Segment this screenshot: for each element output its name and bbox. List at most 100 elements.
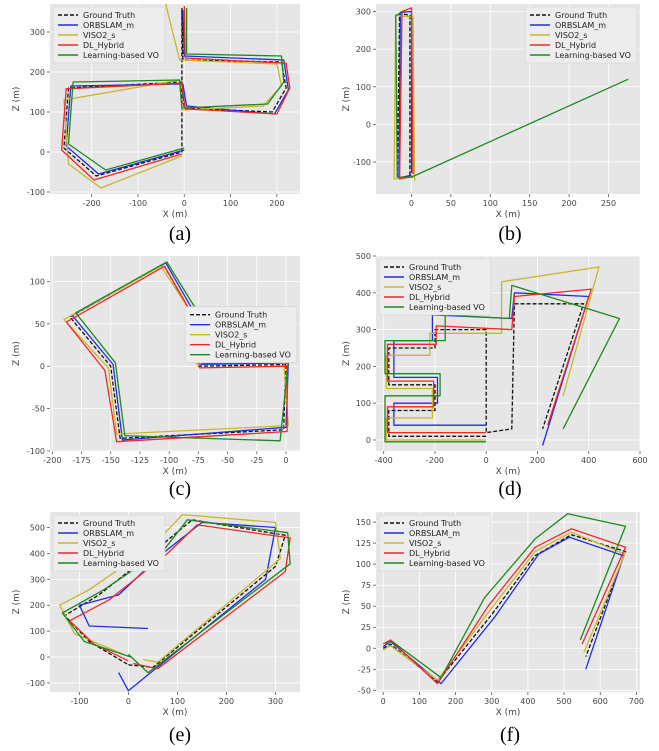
y-tick-label: 100 [356,560,371,569]
x-axis-label: X (m) [163,467,188,477]
panel-a: -200 -100 0 100 200 -100 0 100 200 300 X (m) Z (m) G… [10,0,310,230]
y-axis-label: Z (m) [342,87,352,112]
series-line-viso2-s [63,3,283,189]
y-axis-label: Z (m) [342,341,352,366]
x-tick-label: -50 [221,456,234,465]
y-tick-label: 125 [356,539,371,548]
series-line-viso2-s [385,266,600,441]
x-tick-label: 0 [182,199,187,208]
legend-label: Learning-based VO [83,51,159,60]
legend-label: DL_Hybrid [409,293,450,302]
y-tick-label: 25 [361,623,371,632]
series-line-ground-truth [382,534,627,683]
legend [52,6,166,64]
series-line-learning-based-vo [384,284,621,443]
caption-a: (a) [168,223,192,245]
x-tick-label: 200 [561,199,576,208]
legend-label: VISO2_s [83,31,115,40]
x-tick-label: 250 [601,199,616,208]
series-line-dl-hybrid [398,7,414,180]
y-tick-label: -100 [353,158,371,167]
x-tick-label: 700 [629,697,644,706]
legend-label: DL_Hybrid [83,549,124,558]
legend-label: Learning-based VO [83,559,159,568]
legend [184,306,298,364]
series-line-learning-based-vo [67,8,285,171]
chart-f: 0 100 200 300 400 500 600 700 -50 -25 0 25 50 75 100 12… [342,512,644,718]
series-line-dl-hybrid [60,5,291,181]
y-tick-label: 400 [356,289,371,298]
legend-label: Learning-based VO [409,559,485,568]
legend-label: DL_Hybrid [83,41,124,50]
y-tick-label: 200 [356,362,371,371]
chart-d: -400 -200 0 200 400 600 0 100 200 300 400 500 X (m) Z… [342,252,648,477]
legend-label: VISO2_s [83,539,115,548]
chart-a: -200 -100 0 100 200 -100 0 100 200 300 X (m) Z (m) G… [12,3,300,220]
panel-d: -400 -200 0 200 400 600 0 100 200 300 400 500 X (m) Z… [340,252,650,482]
y-tick-label: 200 [30,601,45,610]
panel-b: 0 50 100 150 200 250 -100 0 100 200 300 X (m) Z (m) G… [340,0,650,230]
y-tick-label: 100 [356,399,371,408]
x-tick-label: 100 [170,697,185,706]
legend-label: ORBSLAM_m [409,273,460,282]
y-tick-label: -100 [27,447,45,456]
y-tick-label: 0 [40,653,45,662]
x-tick-label: -175 [72,456,90,465]
x-tick-label: -400 [375,456,393,465]
x-tick-label: 200 [219,697,234,706]
x-tick-label: 0 [484,456,489,465]
y-tick-label: 200 [356,45,371,54]
y-tick-label: -50 [358,686,371,695]
caption-e: (e) [168,724,192,746]
series-line-ground-truth [388,303,585,437]
chart-c: -200 -175 -150 -125 -100 -75 -50 -25 0 -100 -50 0 50… [12,256,300,477]
y-tick-label: 300 [30,28,45,37]
y-tick-label: 100 [30,108,45,117]
legend-label: Ground Truth [83,11,135,20]
legend-label: ORBSLAM_m [555,21,606,30]
x-tick-label: -100 [129,199,147,208]
y-tick-label: 0 [366,644,371,653]
x-tick-label: -150 [102,456,120,465]
caption-d: (d) [498,478,522,500]
x-tick-label: 300 [268,697,283,706]
y-tick-label: 500 [30,524,45,533]
legend [378,514,492,572]
legend-label: Learning-based VO [409,303,485,312]
x-axis-label: X (m) [163,708,188,718]
y-tick-label: -25 [358,665,371,674]
legend-label: VISO2_s [555,31,587,40]
caption-f: (f) [500,724,520,746]
x-tick-label: 400 [581,456,596,465]
legend-label: Ground Truth [215,311,267,320]
x-tick-label: 50 [446,199,456,208]
y-axis-label: Z (m) [12,341,22,366]
legend-label: VISO2_s [409,539,441,548]
x-tick-label: -100 [160,456,178,465]
legend [524,6,638,64]
y-tick-label: 100 [30,627,45,636]
y-tick-label: 200 [30,68,45,77]
y-tick-label: 0 [366,436,371,445]
legend [52,514,166,572]
y-tick-label: 0 [366,120,371,129]
legend-label: Ground Truth [409,519,461,528]
x-tick-label: 400 [520,697,535,706]
legend-label: Ground Truth [83,519,135,528]
x-tick-label: 300 [484,697,499,706]
legend-label: ORBSLAM_m [83,21,134,30]
y-tick-label: 75 [361,581,371,590]
chart-b: 0 50 100 150 200 250 -100 0 100 200 300 X (m) Z (m) G… [342,4,640,220]
panel-c: -200 -175 -150 -125 -100 -75 -50 -25 0 -100 -50 0 50… [10,252,310,482]
x-tick-label: 200 [448,697,463,706]
y-tick-label: 500 [356,252,371,261]
x-tick-label: 200 [530,456,545,465]
panel-f: 0 100 200 300 400 500 600 700 -50 -25 0 25 50 75 100 12… [340,508,650,728]
x-axis-label: X (m) [496,467,521,477]
legend-label: Learning-based VO [555,51,631,60]
x-axis-label: X (m) [163,210,188,220]
y-tick-label: 0 [40,148,45,157]
legend-label: Learning-based VO [215,351,291,360]
panel-e: -100 0 100 200 300 -100 0 100 200 300 400 500 X (m) Z… [10,508,310,728]
